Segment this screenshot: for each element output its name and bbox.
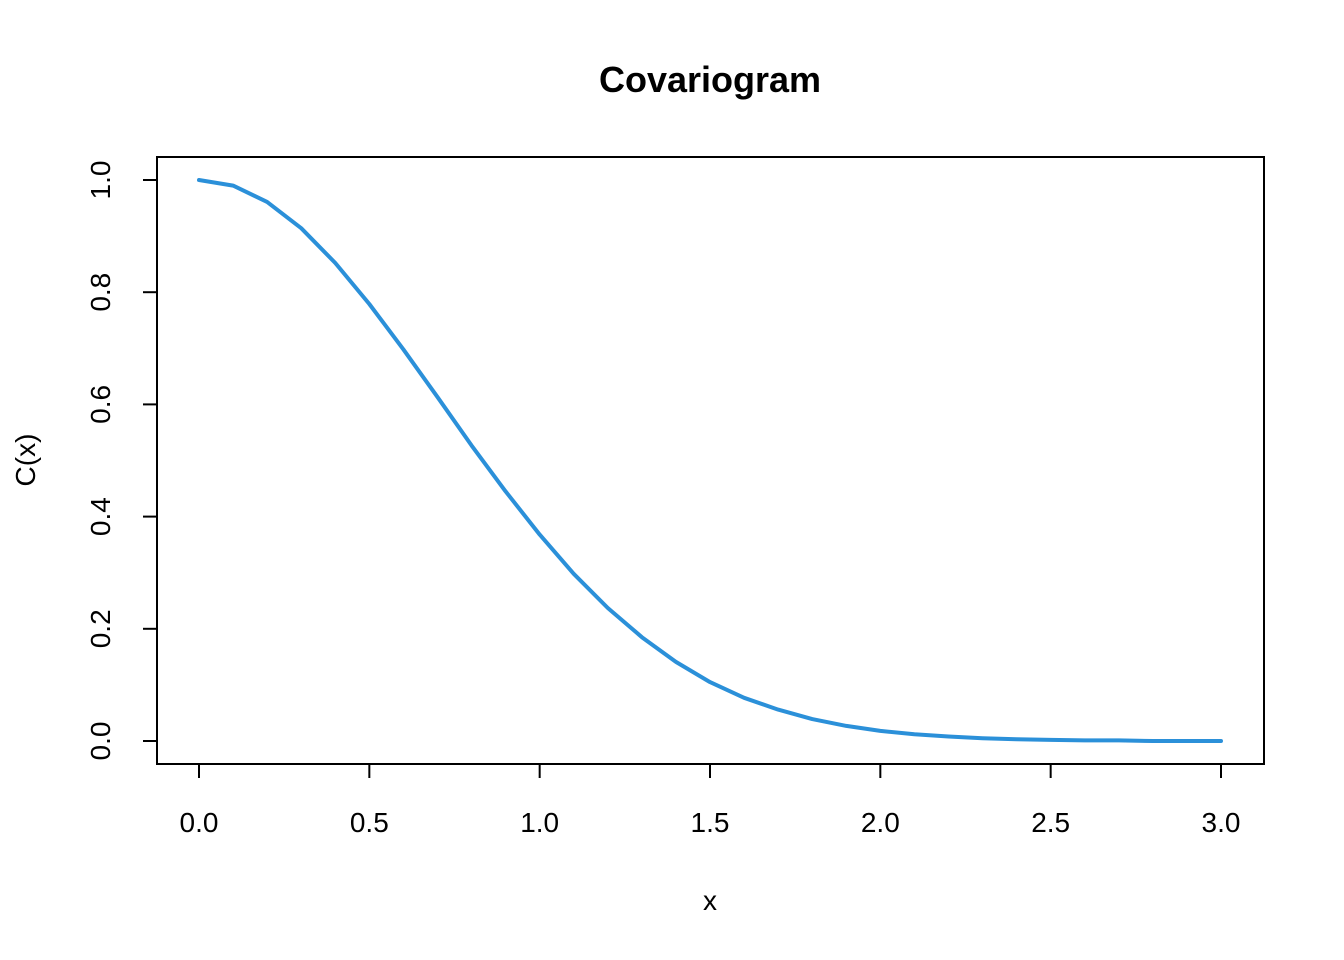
x-tick-label: 0.5 [350,807,389,838]
x-axis-label: x [703,885,717,916]
x-tick-label: 0.0 [180,807,219,838]
chart-title: Covariogram [599,59,821,100]
y-tick-label: 0.8 [85,273,116,312]
x-tick-label: 1.5 [691,807,730,838]
x-tick-label: 2.5 [1031,807,1070,838]
series-layer [197,178,1223,743]
y-tick-label: 0.6 [85,385,116,424]
x-tick-label: 3.0 [1202,807,1241,838]
y-tick-label: 0.0 [85,722,116,761]
x-tick-label: 1.0 [520,807,559,838]
series-line-0 [197,178,1223,743]
y-tick-label: 0.4 [85,497,116,536]
y-tick-label: 0.2 [85,609,116,648]
y-axis-label: C(x) [10,434,41,487]
x-tick-label: 2.0 [861,807,900,838]
x-axis: 0.0 0.5 1.0 1.5 2.0 2.5 3.0 [180,763,1241,838]
y-tick-label: 1.0 [85,161,116,200]
y-axis: 0.0 0.2 0.4 0.6 0.8 1.0 [85,161,158,761]
